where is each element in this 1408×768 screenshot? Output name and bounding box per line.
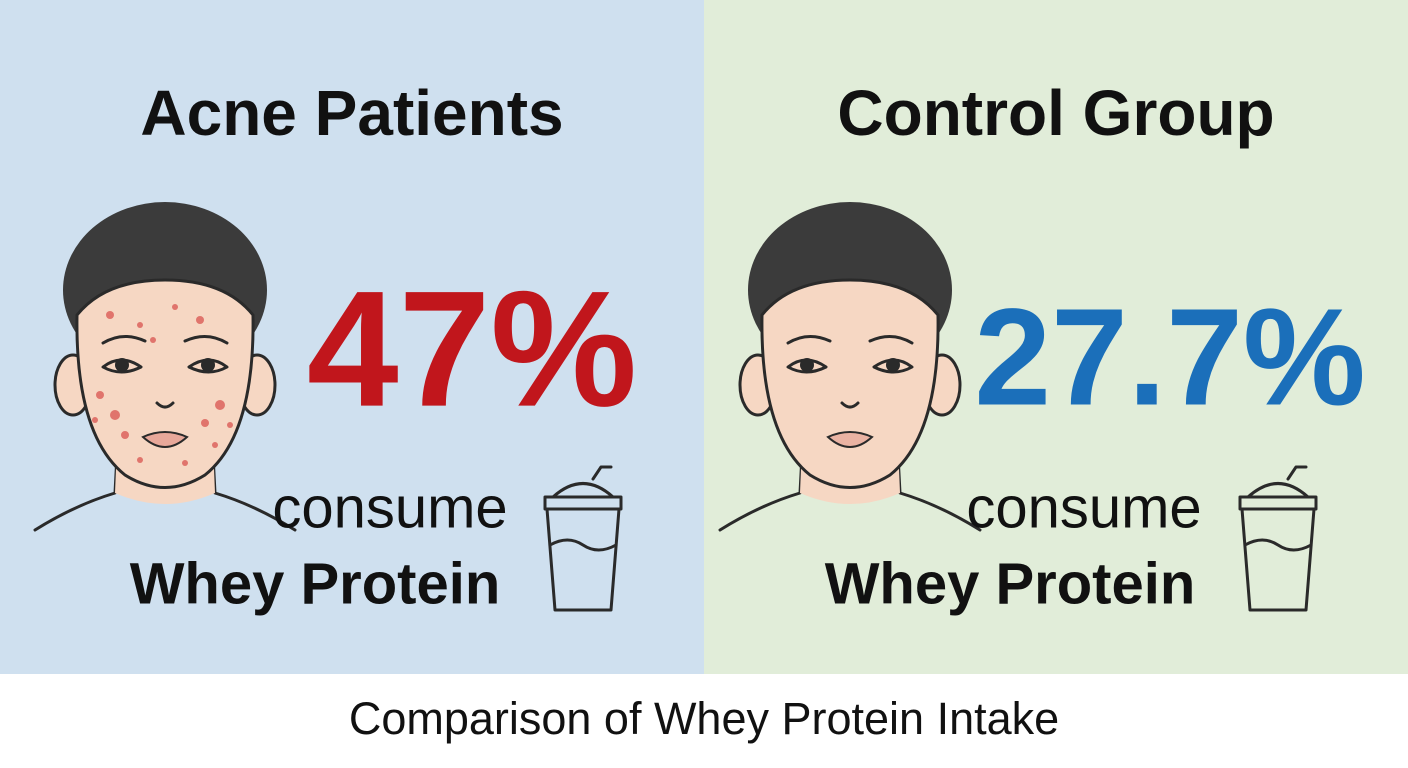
shaker-icon bbox=[543, 465, 623, 612]
product: Whey Protein bbox=[130, 551, 501, 616]
verb: consume bbox=[272, 475, 507, 540]
caption: Comparison of Whey Protein Intake bbox=[349, 693, 1059, 744]
percentage: 27.7% bbox=[974, 280, 1365, 434]
product: Whey Protein bbox=[825, 551, 1196, 616]
verb: consume bbox=[966, 475, 1201, 540]
percentage: 47% bbox=[307, 257, 637, 441]
panel-title: Control Group bbox=[837, 77, 1274, 149]
face-acne bbox=[33, 202, 297, 532]
panel-title: Acne Patients bbox=[140, 77, 563, 149]
shaker-icon bbox=[1238, 465, 1318, 612]
face-control bbox=[718, 202, 982, 532]
